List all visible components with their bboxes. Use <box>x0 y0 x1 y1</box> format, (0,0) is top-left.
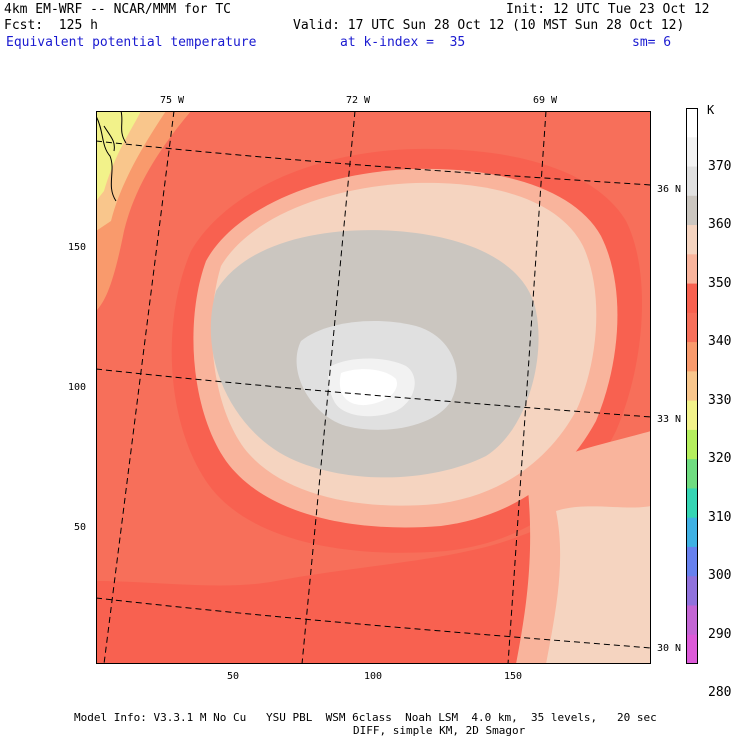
colorbar-frame <box>686 108 698 664</box>
colorbar-swatch <box>686 283 698 314</box>
colorbar-swatch <box>686 195 698 226</box>
colorbar-label: 370 <box>708 158 732 174</box>
coastline <box>96 111 127 202</box>
colorbar-swatch <box>686 429 698 460</box>
colorbar-unit: K <box>707 103 715 117</box>
colorbar-swatch <box>686 108 698 138</box>
eye <box>339 369 397 406</box>
colorbar-swatch <box>686 517 698 548</box>
colorbar <box>686 108 698 664</box>
colorbar-swatch <box>686 576 698 606</box>
y-tick-50: 50 <box>74 522 87 533</box>
forecast-hour: Fcst: 125 h <box>4 18 98 33</box>
colorbar-swatch <box>686 459 698 489</box>
colorbar-label: 340 <box>708 334 732 350</box>
colorbar-label: 310 <box>708 509 732 525</box>
colorbar-swatch <box>686 312 698 343</box>
colorbar-swatch <box>686 371 698 402</box>
field-name: Equivalent potential temperature <box>6 35 257 50</box>
x-tick-100: 100 <box>364 671 383 682</box>
map-frame <box>96 111 651 664</box>
se-light-patch <box>546 506 651 664</box>
colorbar-swatch <box>686 342 698 372</box>
colorbar-swatch <box>686 634 698 664</box>
colorbar-swatch <box>686 225 698 255</box>
colorbar-label: 360 <box>708 217 732 233</box>
meridian-72w <box>301 111 356 664</box>
x-tick-50: 50 <box>227 671 240 682</box>
meridian-75w <box>103 111 175 664</box>
model-title: 4km EM-WRF -- NCAR/MMM for TC <box>4 2 231 17</box>
theta-e-map <box>96 111 651 664</box>
colorbar-label: 330 <box>708 392 732 408</box>
colorbar-label: 280 <box>708 685 732 701</box>
x-tick-150: 150 <box>504 671 523 682</box>
colorbar-label: 300 <box>708 568 732 584</box>
colorbar-swatch <box>686 137 698 168</box>
colorbar-label: 350 <box>708 275 732 291</box>
colorbar-swatch <box>686 254 698 285</box>
lat-label-33n: 33 N <box>657 414 682 425</box>
level-info: at k-index = 35 <box>340 35 466 50</box>
lon-label-69w: 69 W <box>533 95 558 106</box>
y-tick-100: 100 <box>68 382 87 393</box>
south-band <box>96 451 651 664</box>
meridian-69w <box>507 111 547 664</box>
footer-model-info: Model Info: V3.3.1 M No Cu YSU PBL WSM 6… <box>74 711 657 724</box>
lat-label-36n: 36 N <box>657 184 682 195</box>
colorbar-label: 290 <box>708 626 732 642</box>
colorbar-swatch <box>686 400 698 431</box>
colorbar-swatch <box>686 605 698 636</box>
colorbar-swatch <box>686 488 698 519</box>
lat-label-30n: 30 N <box>657 643 682 654</box>
lon-label-75w: 75 W <box>160 95 185 106</box>
colorbar-label: 320 <box>708 451 732 467</box>
smoothing-info: sm= 6 <box>632 35 672 50</box>
init-time: Init: 12 UTC Tue 23 Oct 12 <box>506 2 710 17</box>
colorbar-swatch <box>686 546 698 577</box>
footer-diffusion: DIFF, simple KM, 2D Smagor <box>353 724 526 737</box>
nw-yellow <box>96 111 141 201</box>
lon-label-72w: 72 W <box>346 95 371 106</box>
valid-time: Valid: 17 UTC Sun 28 Oct 12 (10 MST Sun … <box>293 18 685 33</box>
colorbar-swatch <box>686 166 698 197</box>
y-tick-150: 150 <box>68 242 87 253</box>
